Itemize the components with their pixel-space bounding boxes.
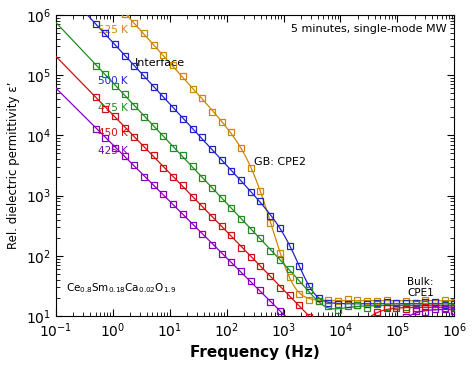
Text: 450 K: 450 K	[98, 128, 128, 138]
Text: 525 K: 525 K	[98, 25, 128, 35]
Text: 475 K: 475 K	[98, 103, 128, 113]
Text: 5 minutes, single-mode MW: 5 minutes, single-mode MW	[291, 24, 447, 34]
X-axis label: Frequency (Hz): Frequency (Hz)	[190, 345, 320, 360]
Y-axis label: Rel. dielectric permittivity ε’: Rel. dielectric permittivity ε’	[7, 82, 20, 249]
Text: Interface: Interface	[136, 58, 185, 68]
Text: $\mathrm{Ce_{0.8}Sm_{0.18}Ca_{0.02}O_{1.9}}$: $\mathrm{Ce_{0.8}Sm_{0.18}Ca_{0.02}O_{1.…	[66, 281, 176, 295]
Text: GB: CPE2: GB: CPE2	[254, 157, 306, 167]
Text: Bulk:
CPE1: Bulk: CPE1	[408, 277, 434, 298]
Text: 500 K: 500 K	[98, 76, 128, 86]
Text: 425 K: 425 K	[98, 146, 128, 156]
